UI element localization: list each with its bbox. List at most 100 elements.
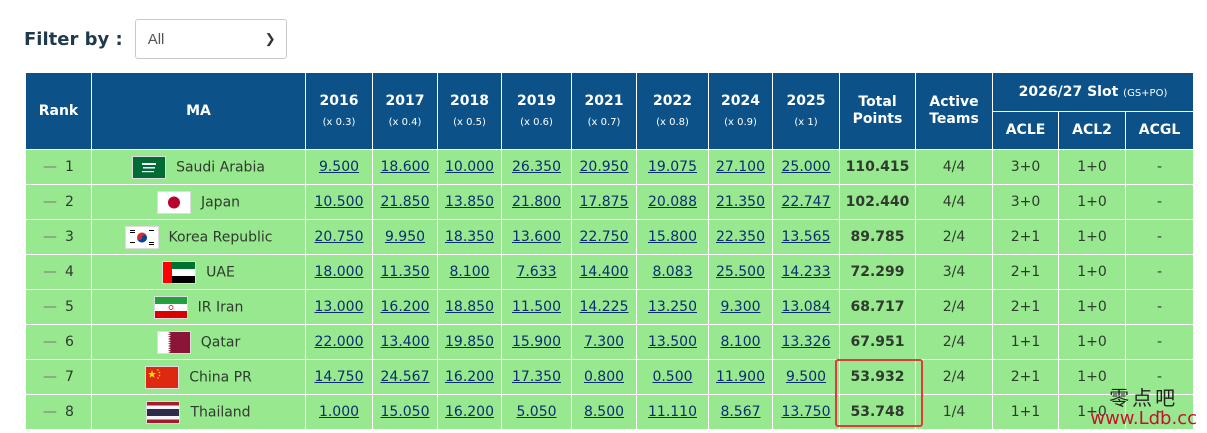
season-points-link[interactable]: 26.350: [512, 159, 561, 175]
season-points-link[interactable]: 13.400: [380, 334, 430, 350]
season-points-link[interactable]: 25.500: [716, 264, 765, 280]
season-points-link[interactable]: 18.850: [445, 299, 494, 315]
header-season-2016[interactable]: 2016 (x 0.3): [305, 72, 373, 150]
season-points-link[interactable]: 11.110: [648, 404, 697, 420]
header-season-2025[interactable]: 2025 (x 1): [772, 72, 840, 150]
flag-qatar-icon: [156, 330, 191, 354]
season-points-link[interactable]: 9.500: [318, 159, 360, 175]
total-points: 89.785: [839, 219, 916, 255]
header-season-2019[interactable]: 2019 (x 0.6): [501, 72, 572, 150]
season-points-link[interactable]: 15.900: [512, 334, 561, 350]
season-points-link[interactable]: 9.300: [720, 299, 761, 315]
season-points-link[interactable]: 14.400: [579, 264, 629, 280]
season-points-link[interactable]: 8.100: [720, 334, 761, 350]
season-points-link[interactable]: 13.500: [648, 334, 697, 350]
season-points-cell: 13.400: [372, 324, 438, 360]
season-points-link[interactable]: 8.567: [720, 404, 761, 420]
header-rank[interactable]: Rank: [25, 72, 92, 150]
season-weight: (x 0.9): [724, 116, 757, 128]
season-points-link[interactable]: 13.600: [512, 229, 561, 245]
season-points-cell: 22.350: [708, 219, 773, 255]
season-points-link[interactable]: 25.000: [781, 159, 831, 175]
season-points-cell: 16.200: [437, 394, 502, 430]
slot-acle: 1+1: [992, 394, 1059, 430]
season-points-link[interactable]: 7.300: [583, 334, 625, 350]
active-line2: Teams: [929, 111, 979, 127]
season-points-link[interactable]: 21.850: [380, 194, 430, 210]
season-points-link[interactable]: 11.350: [380, 264, 430, 280]
ma-cell: Korea Republic: [91, 219, 306, 255]
season-points-link[interactable]: 13.326: [781, 334, 831, 350]
season-year: 2019: [517, 93, 556, 110]
season-weight: (x 0.4): [388, 116, 422, 128]
header-season-2018[interactable]: 2018 (x 0.5): [437, 72, 502, 150]
header-season-2017[interactable]: 2017 (x 0.4): [372, 72, 438, 150]
season-points-link[interactable]: 14.233: [781, 264, 831, 280]
season-points-link[interactable]: 22.750: [579, 229, 629, 245]
header-total-points[interactable]: Total Points: [839, 72, 916, 150]
season-points-link[interactable]: 18.600: [380, 159, 430, 175]
season-points-link[interactable]: 16.200: [380, 299, 430, 315]
header-season-2021[interactable]: 2021 (x 0.7): [571, 72, 637, 150]
season-points-link[interactable]: 14.225: [579, 299, 629, 315]
season-points-link[interactable]: 13.084: [781, 299, 831, 315]
season-points-link[interactable]: 15.800: [648, 229, 697, 245]
season-points-link[interactable]: 13.750: [781, 404, 831, 420]
season-points-link[interactable]: 18.000: [314, 264, 364, 280]
season-points-link[interactable]: 19.850: [445, 334, 494, 350]
header-ma[interactable]: MA: [91, 72, 306, 150]
filter-select[interactable]: All ❯: [134, 19, 287, 59]
season-points-link[interactable]: 20.950: [579, 159, 629, 175]
season-weight: (x 0.7): [587, 116, 621, 128]
slot-acgl: -: [1124, 324, 1195, 360]
header-slot: 2026/27 Slot (GS+PO): [991, 72, 1195, 112]
season-points-cell: 11.500: [501, 289, 572, 325]
header-season-2024[interactable]: 2024 (x 0.9): [708, 72, 773, 150]
header-season-2022[interactable]: 2022 (x 0.8): [636, 72, 709, 150]
season-points-link[interactable]: 10.000: [445, 159, 494, 175]
season-points-link[interactable]: 11.500: [512, 299, 561, 315]
season-points-link[interactable]: 20.088: [648, 194, 697, 210]
season-points-link[interactable]: 17.350: [512, 369, 561, 385]
season-points-cell: 17.350: [501, 359, 572, 395]
season-points-link[interactable]: 7.633: [516, 264, 557, 280]
rank-change: —: [43, 404, 58, 420]
season-points-link[interactable]: 16.200: [445, 404, 494, 420]
season-points-link[interactable]: 27.100: [716, 159, 765, 175]
season-points-link[interactable]: 21.350: [716, 194, 765, 210]
season-points-link[interactable]: 19.075: [648, 159, 697, 175]
season-points-link[interactable]: 10.500: [314, 194, 364, 210]
season-points-cell: 5.050: [501, 394, 572, 430]
season-points-link[interactable]: 14.750: [314, 369, 364, 385]
header-active-teams[interactable]: Active Teams: [915, 72, 993, 150]
ranking-table: Rank MA 2016 (x 0.3) 2017 (x 0.4) 2018 (x 0…: [25, 72, 1195, 430]
season-points-link[interactable]: 11.900: [716, 369, 765, 385]
season-points-link[interactable]: 0.500: [652, 369, 693, 385]
season-points-link[interactable]: 8.100: [449, 264, 490, 280]
season-points-link[interactable]: 5.050: [516, 404, 557, 420]
season-points-link[interactable]: 22.350: [716, 229, 765, 245]
season-points-link[interactable]: 13.850: [445, 194, 494, 210]
season-points-link[interactable]: 8.083: [652, 264, 693, 280]
season-points-link[interactable]: 13.250: [648, 299, 697, 315]
season-points-link[interactable]: 1.000: [318, 404, 360, 420]
season-points-link[interactable]: 17.875: [579, 194, 629, 210]
rank-cell: —7: [25, 359, 92, 395]
season-points-link[interactable]: 13.565: [781, 229, 831, 245]
season-points-link[interactable]: 9.950: [384, 229, 426, 245]
table-row: —4 UAE 18.000 11.350 8.100 7.633 14.400 8.083 25…: [25, 254, 1195, 290]
season-points-link[interactable]: 8.500: [583, 404, 625, 420]
season-points-cell: 15.900: [501, 324, 572, 360]
season-points-link[interactable]: 16.200: [445, 369, 494, 385]
season-points-link[interactable]: 13.000: [314, 299, 364, 315]
season-points-link[interactable]: 22.000: [314, 334, 364, 350]
season-points-cell: 7.633: [501, 254, 572, 290]
season-points-link[interactable]: 21.800: [512, 194, 561, 210]
season-points-link[interactable]: 20.750: [314, 229, 364, 245]
season-points-link[interactable]: 15.050: [380, 404, 430, 420]
season-points-link[interactable]: 18.350: [445, 229, 494, 245]
season-points-link[interactable]: 0.800: [583, 369, 625, 385]
season-points-link[interactable]: 22.747: [781, 194, 831, 210]
season-points-link[interactable]: 9.500: [785, 369, 827, 385]
season-points-link[interactable]: 24.567: [380, 369, 430, 385]
